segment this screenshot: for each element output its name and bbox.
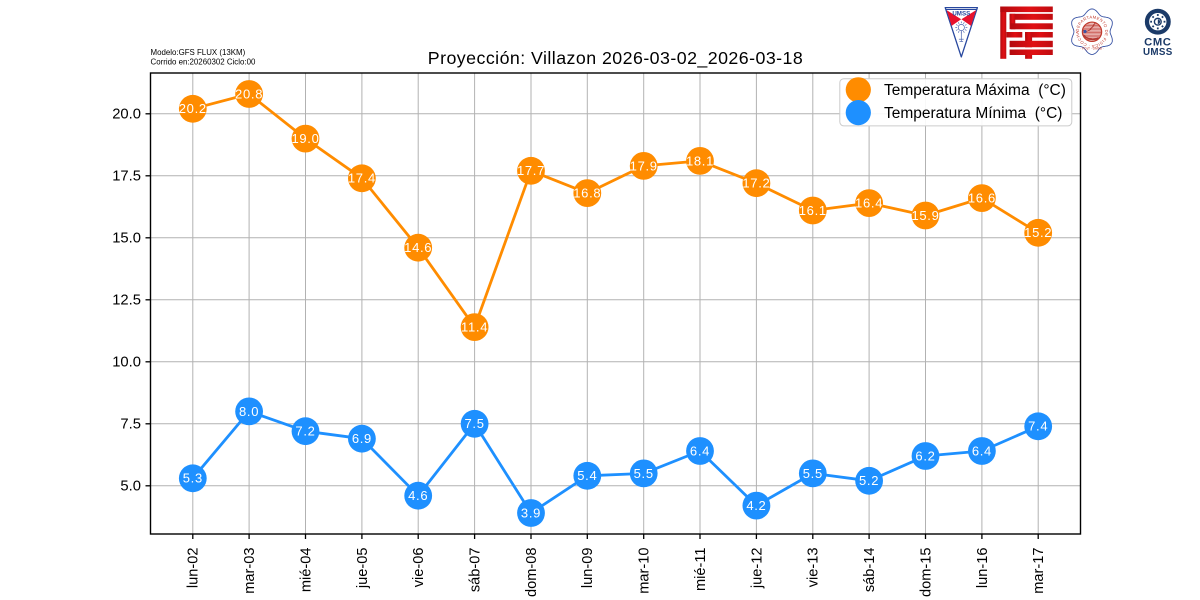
svg-text:16.6: 16.6 bbox=[968, 191, 996, 206]
svg-text:Temperatura Mínima (°C): Temperatura Mínima (°C) bbox=[884, 105, 1062, 122]
svg-text:12.5: 12.5 bbox=[112, 293, 141, 309]
svg-text:Proyección: Villazon 2026-03-0: Proyección: Villazon 2026-03-02_2026-03-… bbox=[428, 48, 803, 69]
svg-text:mié-04: mié-04 bbox=[298, 548, 314, 593]
svg-text:4.2: 4.2 bbox=[746, 498, 766, 513]
svg-text:17.9: 17.9 bbox=[630, 158, 658, 173]
svg-text:mar-10: mar-10 bbox=[637, 548, 653, 594]
svg-text:dom-15: dom-15 bbox=[918, 548, 934, 597]
svg-text:7.4: 7.4 bbox=[1028, 419, 1048, 434]
svg-text:jue-05: jue-05 bbox=[355, 548, 371, 590]
svg-text:18.1: 18.1 bbox=[686, 153, 714, 168]
svg-text:5.5: 5.5 bbox=[634, 466, 654, 481]
svg-text:20.0: 20.0 bbox=[112, 107, 141, 123]
svg-text:vie-13: vie-13 bbox=[806, 548, 822, 588]
svg-text:5.3: 5.3 bbox=[183, 471, 203, 486]
svg-text:15.9: 15.9 bbox=[911, 208, 939, 223]
svg-text:3.9: 3.9 bbox=[521, 505, 541, 520]
svg-text:15.0: 15.0 bbox=[112, 231, 141, 247]
svg-text:5.2: 5.2 bbox=[859, 473, 879, 488]
svg-text:11.4: 11.4 bbox=[461, 320, 488, 335]
svg-text:CMC: CMC bbox=[1144, 37, 1171, 49]
svg-text:Temperatura Máxima (°C): Temperatura Máxima (°C) bbox=[884, 82, 1066, 99]
svg-text:6.4: 6.4 bbox=[972, 443, 992, 458]
svg-text:5.0: 5.0 bbox=[120, 479, 141, 495]
svg-text:10.0: 10.0 bbox=[112, 355, 141, 371]
svg-text:sáb-07: sáb-07 bbox=[468, 548, 484, 593]
svg-text:16.4: 16.4 bbox=[855, 196, 883, 211]
svg-text:15.2: 15.2 bbox=[1024, 225, 1052, 240]
svg-text:6.2: 6.2 bbox=[915, 448, 935, 463]
svg-text:17.4: 17.4 bbox=[348, 171, 376, 186]
svg-text:mié-11: mié-11 bbox=[693, 548, 709, 592]
svg-text:20.2: 20.2 bbox=[179, 101, 207, 116]
svg-text:vie-06: vie-06 bbox=[411, 548, 427, 588]
svg-text:17.2: 17.2 bbox=[742, 176, 770, 191]
svg-text:6.4: 6.4 bbox=[690, 443, 710, 458]
svg-text:7.2: 7.2 bbox=[295, 424, 315, 439]
svg-text:mar-03: mar-03 bbox=[242, 548, 258, 594]
svg-text:14.6: 14.6 bbox=[404, 240, 432, 255]
svg-text:dom-08: dom-08 bbox=[524, 548, 540, 597]
svg-text:UMSS: UMSS bbox=[1143, 47, 1173, 58]
svg-text:lun-09: lun-09 bbox=[580, 548, 596, 589]
svg-text:7.5: 7.5 bbox=[465, 416, 485, 431]
svg-text:mar-17: mar-17 bbox=[1031, 548, 1047, 594]
svg-text:7.5: 7.5 bbox=[120, 417, 141, 433]
svg-text:17.5: 17.5 bbox=[112, 169, 141, 185]
svg-text:19.0: 19.0 bbox=[291, 131, 319, 146]
svg-text:17.7: 17.7 bbox=[517, 163, 545, 178]
svg-text:Corrido en:20260302 Ciclo:00: Corrido en:20260302 Ciclo:00 bbox=[151, 58, 256, 67]
svg-text:lun-16: lun-16 bbox=[975, 548, 991, 589]
svg-text:jue-12: jue-12 bbox=[749, 548, 765, 590]
svg-text:5.5: 5.5 bbox=[803, 466, 823, 481]
svg-text:· FCyT · UMSS ·: · FCyT · UMSS · bbox=[1080, 46, 1104, 50]
svg-text:Modelo:GFS FLUX (13KM): Modelo:GFS FLUX (13KM) bbox=[151, 48, 246, 57]
svg-text:8.0: 8.0 bbox=[239, 404, 259, 419]
svg-text:lun-02: lun-02 bbox=[186, 548, 202, 589]
svg-text:16.8: 16.8 bbox=[573, 186, 601, 201]
svg-text:4.6: 4.6 bbox=[408, 488, 428, 503]
svg-text:16.1: 16.1 bbox=[799, 203, 827, 218]
svg-text:UMSS: UMSS bbox=[952, 10, 970, 17]
svg-text:sáb-14: sáb-14 bbox=[862, 548, 878, 593]
svg-text:20.8: 20.8 bbox=[235, 86, 263, 101]
svg-text:6.9: 6.9 bbox=[352, 431, 372, 446]
svg-text:5.4: 5.4 bbox=[577, 468, 597, 483]
